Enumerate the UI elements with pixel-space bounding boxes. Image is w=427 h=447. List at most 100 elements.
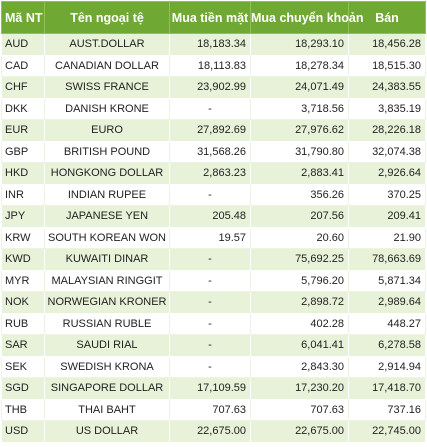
- cash-buy-cell: 2,863.23: [169, 162, 251, 185]
- sell-cell: 28,226.18: [348, 119, 426, 142]
- transfer-buy-cell: 2,883.41: [250, 162, 349, 185]
- transfer-buy-cell: 20.60: [250, 226, 349, 249]
- table-row: CAD CANADIAN DOLLAR 18,113.83 18,278.34 18,5…: [1, 54, 426, 77]
- currency-code-cell: SGD: [1, 377, 45, 400]
- table-body: AUD AUST.DOLLAR 18,183.34 18,293.10 18,456.2…: [1, 33, 426, 443]
- currency-code-cell: USD: [1, 420, 45, 443]
- table-row: KRW SOUTH KOREAN WON 19.57 20.60 21.90: [1, 226, 426, 249]
- sell-cell: 3,835.19: [348, 97, 426, 120]
- currency-code-cell: NOK: [1, 291, 45, 314]
- currency-name-cell: KUWAITI DINAR: [44, 248, 170, 271]
- cash-buy-cell: 22,675.00: [169, 420, 251, 443]
- table-row: SGD SINGAPORE DOLLAR 17,109.59 17,230.20 17,…: [1, 377, 426, 400]
- table-row: AUD AUST.DOLLAR 18,183.34 18,293.10 18,456.2…: [1, 33, 426, 56]
- transfer-buy-cell: 75,692.25: [250, 248, 349, 271]
- cash-buy-cell: 205.48: [169, 205, 251, 228]
- cash-buy-cell: -: [169, 97, 251, 120]
- sell-cell: 24,383.55: [348, 76, 426, 99]
- table-row: THB THAI BAHT 707.63 707.63 737.16: [1, 398, 426, 421]
- table-row: SEK SWEDISH KRONA -2,843.30 2,914.94: [1, 355, 426, 378]
- table-row: INR INDIAN RUPEE -356.26 370.25: [1, 183, 426, 206]
- currency-name-cell: NORWEGIAN KRONER: [44, 291, 170, 314]
- table-row: SAR SAUDI RIAL -6,041.41 6,278.58: [1, 334, 426, 357]
- currency-code-cell: KWD: [1, 248, 45, 271]
- cash-buy-cell: 31,568.26: [169, 140, 251, 163]
- table-row: MYR MALAYSIAN RINGGIT -5,796.20 5,871.34: [1, 269, 426, 292]
- header-transfer-buy: Mua chuyển khoản: [250, 1, 364, 34]
- transfer-buy-cell: 27,976.62: [250, 119, 349, 142]
- sell-cell: 18,515.30: [348, 54, 426, 77]
- currency-code-cell: THB: [1, 398, 45, 421]
- currency-code-cell: EUR: [1, 119, 45, 142]
- currency-code-cell: SEK: [1, 355, 45, 378]
- currency-code-cell: MYR: [1, 269, 45, 292]
- transfer-buy-cell: 17,230.20: [250, 377, 349, 400]
- cash-buy-cell: 19.57: [169, 226, 251, 249]
- transfer-buy-cell: 5,796.20: [250, 269, 349, 292]
- cash-buy-cell: 17,109.59: [169, 377, 251, 400]
- currency-name-cell: INDIAN RUPEE: [44, 183, 170, 206]
- transfer-buy-cell: 6,041.41: [250, 334, 349, 357]
- currency-name-cell: MALAYSIAN RINGGIT: [44, 269, 170, 292]
- cash-buy-cell: -: [169, 183, 251, 206]
- currency-name-cell: SWEDISH KRONA: [44, 355, 170, 378]
- currency-code-cell: HKD: [1, 162, 45, 185]
- currency-name-cell: JAPANESE YEN: [44, 205, 170, 228]
- table-row: GBP BRITISH POUND 31,568.26 31,790.80 32,074…: [1, 140, 426, 163]
- transfer-buy-cell: 207.56: [250, 205, 349, 228]
- cash-buy-cell: -: [169, 269, 251, 292]
- table-row: HKD HONGKONG DOLLAR 2,863.23 2,883.41 2,926.…: [1, 162, 426, 185]
- currency-code-cell: RUB: [1, 312, 45, 335]
- sell-cell: 448.27: [348, 312, 426, 335]
- currency-code-cell: GBP: [1, 140, 45, 163]
- currency-name-cell: CANADIAN DOLLAR: [44, 54, 170, 77]
- sell-cell: 6,278.58: [348, 334, 426, 357]
- table-row: DKK DANISH KRONE -3,718.56 3,835.19: [1, 97, 426, 120]
- sell-cell: 5,871.34: [348, 269, 426, 292]
- currency-name-cell: EURO: [44, 119, 170, 142]
- currency-code-cell: AUD: [1, 33, 45, 56]
- cash-buy-cell: 27,892.69: [169, 119, 251, 142]
- sell-cell: 22,745.00: [348, 420, 426, 443]
- table-row: JPY JAPANESE YEN 205.48 207.56 209.41: [1, 205, 426, 228]
- header-currency-code: Mã NT: [1, 1, 45, 34]
- table-row: EUR EURO 27,892.69 27,976.62 28,226.18: [1, 119, 426, 142]
- currency-code-cell: DKK: [1, 97, 45, 120]
- header-row: Mã NT Tên ngoại tệ Mua tiền mặt Mua chuy…: [1, 1, 426, 34]
- cash-buy-cell: 18,183.34: [169, 33, 251, 56]
- sell-cell: 2,926.64: [348, 162, 426, 185]
- currency-code-cell: KRW: [1, 226, 45, 249]
- sell-cell: 17,418.70: [348, 377, 426, 400]
- sell-cell: 737.16: [348, 398, 426, 421]
- sell-cell: 2,989.64: [348, 291, 426, 314]
- sell-cell: 370.25: [348, 183, 426, 206]
- table-row: RUB RUSSIAN RUBLE -402.28 448.27: [1, 312, 426, 335]
- cash-buy-cell: -: [169, 334, 251, 357]
- sell-cell: 209.41: [348, 205, 426, 228]
- sell-cell: 21.90: [348, 226, 426, 249]
- currency-code-cell: CAD: [1, 54, 45, 77]
- currency-name-cell: DANISH KRONE: [44, 97, 170, 120]
- currency-code-cell: JPY: [1, 205, 45, 228]
- currency-name-cell: SAUDI RIAL: [44, 334, 170, 357]
- cash-buy-cell: -: [169, 248, 251, 271]
- transfer-buy-cell: 356.26: [250, 183, 349, 206]
- currency-name-cell: THAI BAHT: [44, 398, 170, 421]
- table-row: KWD KUWAITI DINAR -75,692.25 78,663.69: [1, 248, 426, 271]
- header-sell: Bán: [348, 1, 426, 34]
- currency-name-cell: SINGAPORE DOLLAR: [44, 377, 170, 400]
- header-currency-name: Tên ngoại tệ: [44, 1, 170, 34]
- cash-buy-cell: 18,113.83: [169, 54, 251, 77]
- sell-cell: 18,456.28: [348, 33, 426, 56]
- transfer-buy-cell: 24,071.49: [250, 76, 349, 99]
- sell-cell: 2,914.94: [348, 355, 426, 378]
- header-cash-buy: Mua tiền mặt: [169, 1, 251, 34]
- currency-code-cell: SAR: [1, 334, 45, 357]
- transfer-buy-cell: 18,278.34: [250, 54, 349, 77]
- cash-buy-cell: 23,902.99: [169, 76, 251, 99]
- table-header: Mã NT Tên ngoại tệ Mua tiền mặt Mua chuy…: [1, 1, 426, 34]
- cash-buy-cell: -: [169, 312, 251, 335]
- cash-buy-cell: 707.63: [169, 398, 251, 421]
- currency-name-cell: HONGKONG DOLLAR: [44, 162, 170, 185]
